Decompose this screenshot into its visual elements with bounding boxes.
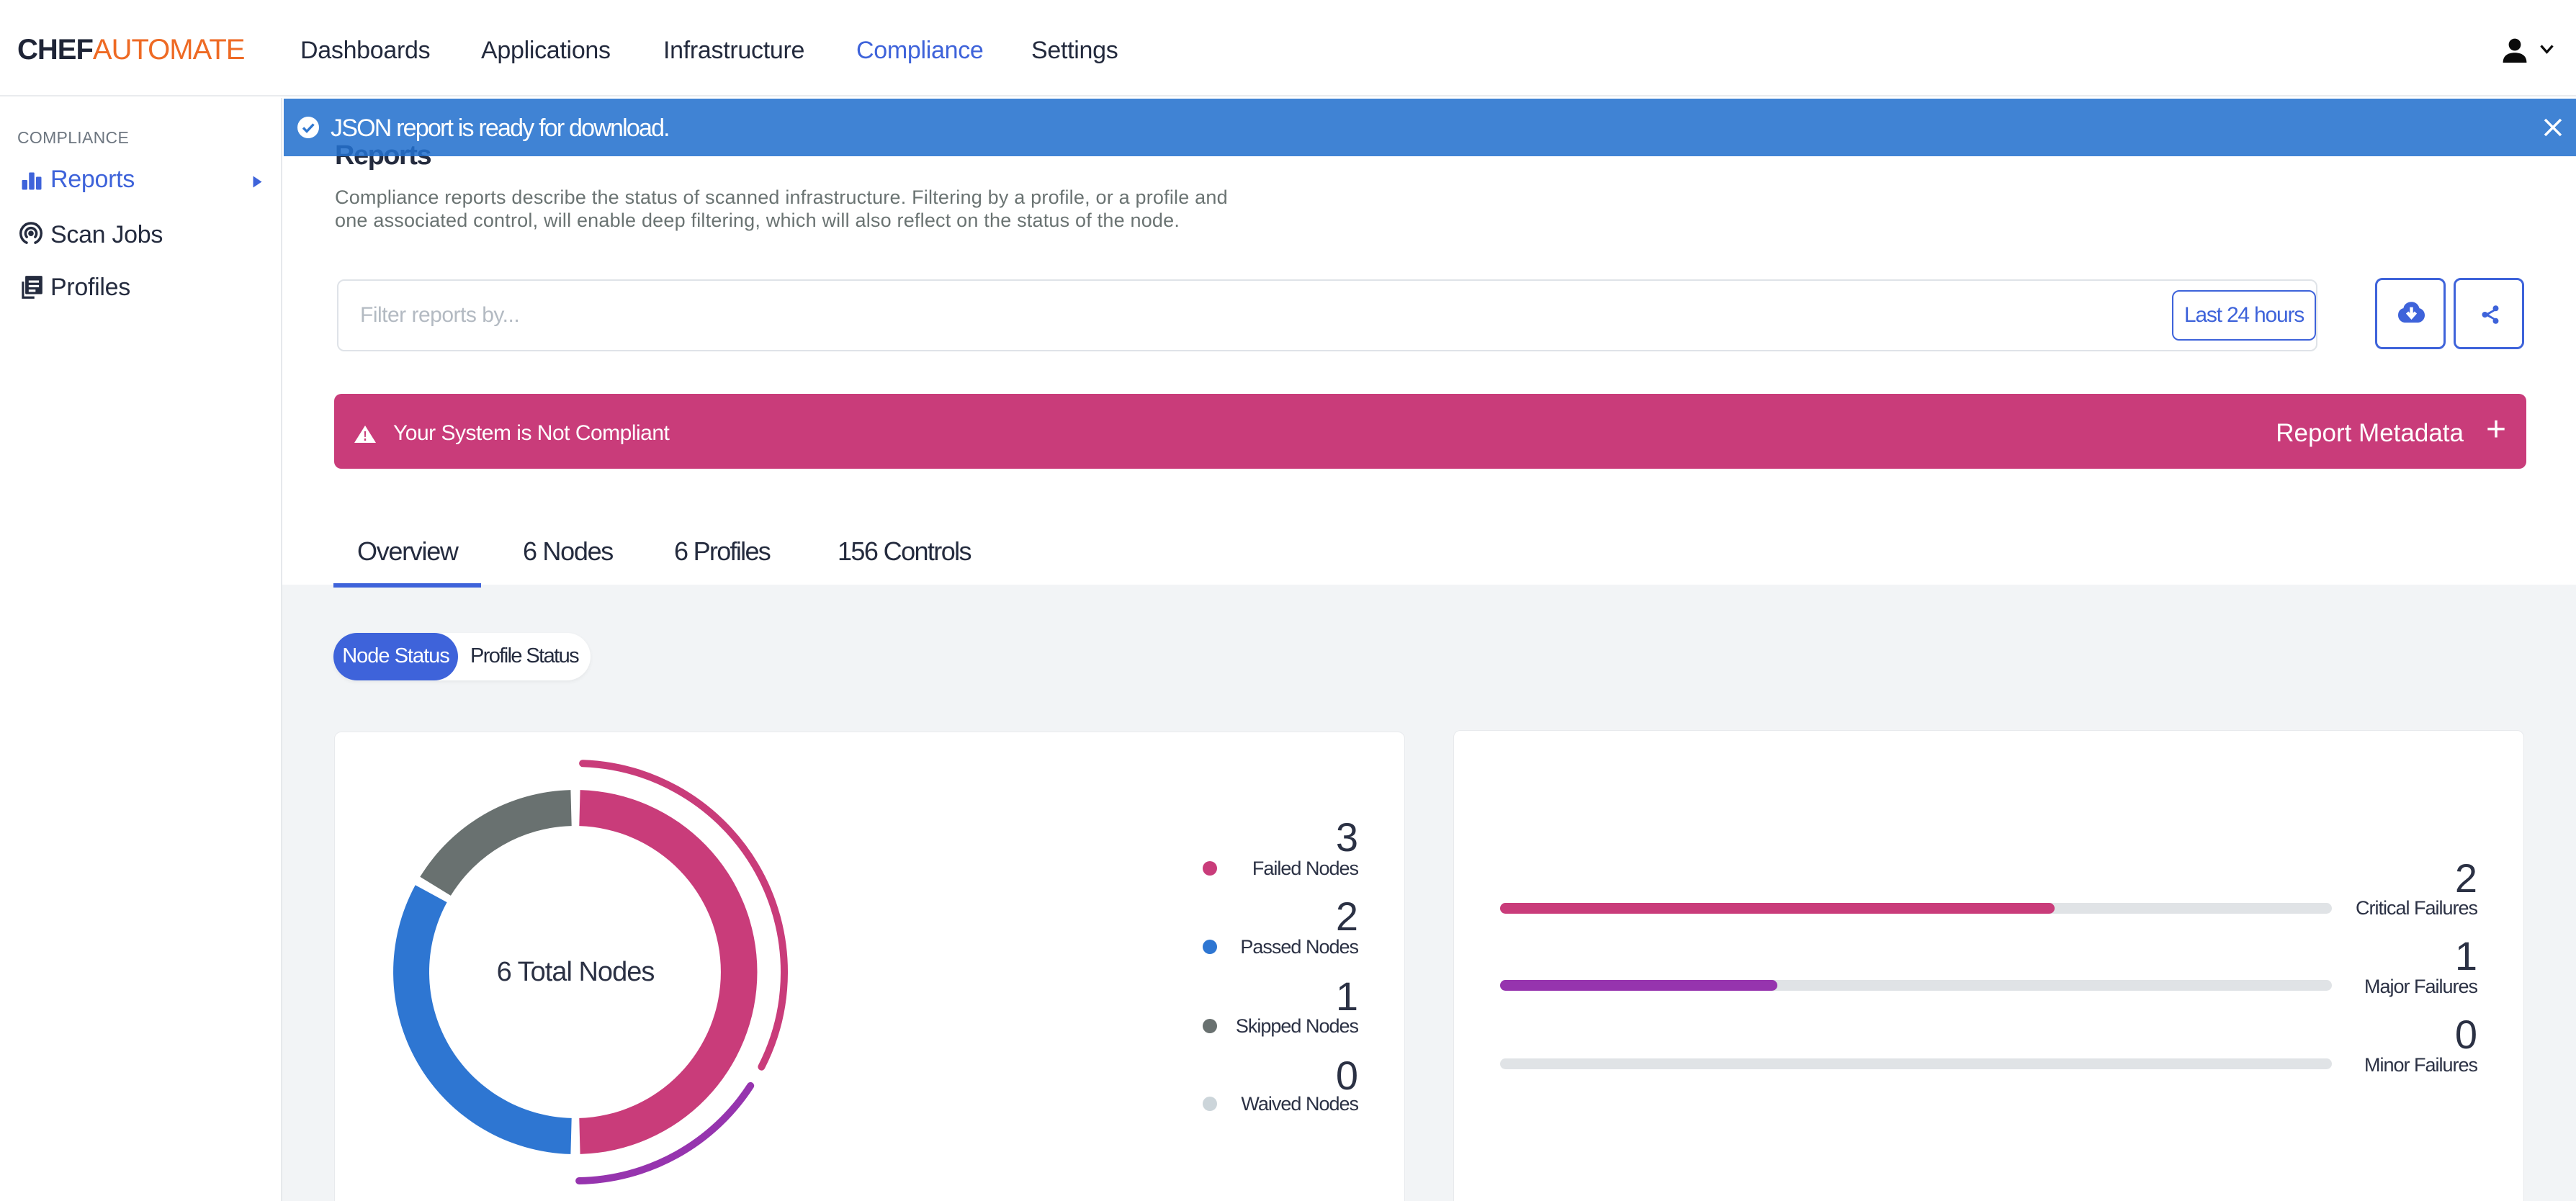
svg-text:6 Total Nodes: 6 Total Nodes <box>497 957 655 987</box>
